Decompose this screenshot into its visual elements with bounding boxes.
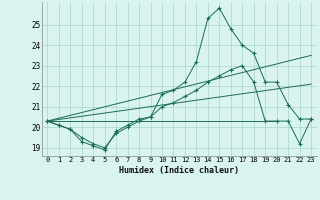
X-axis label: Humidex (Indice chaleur): Humidex (Indice chaleur) <box>119 166 239 175</box>
